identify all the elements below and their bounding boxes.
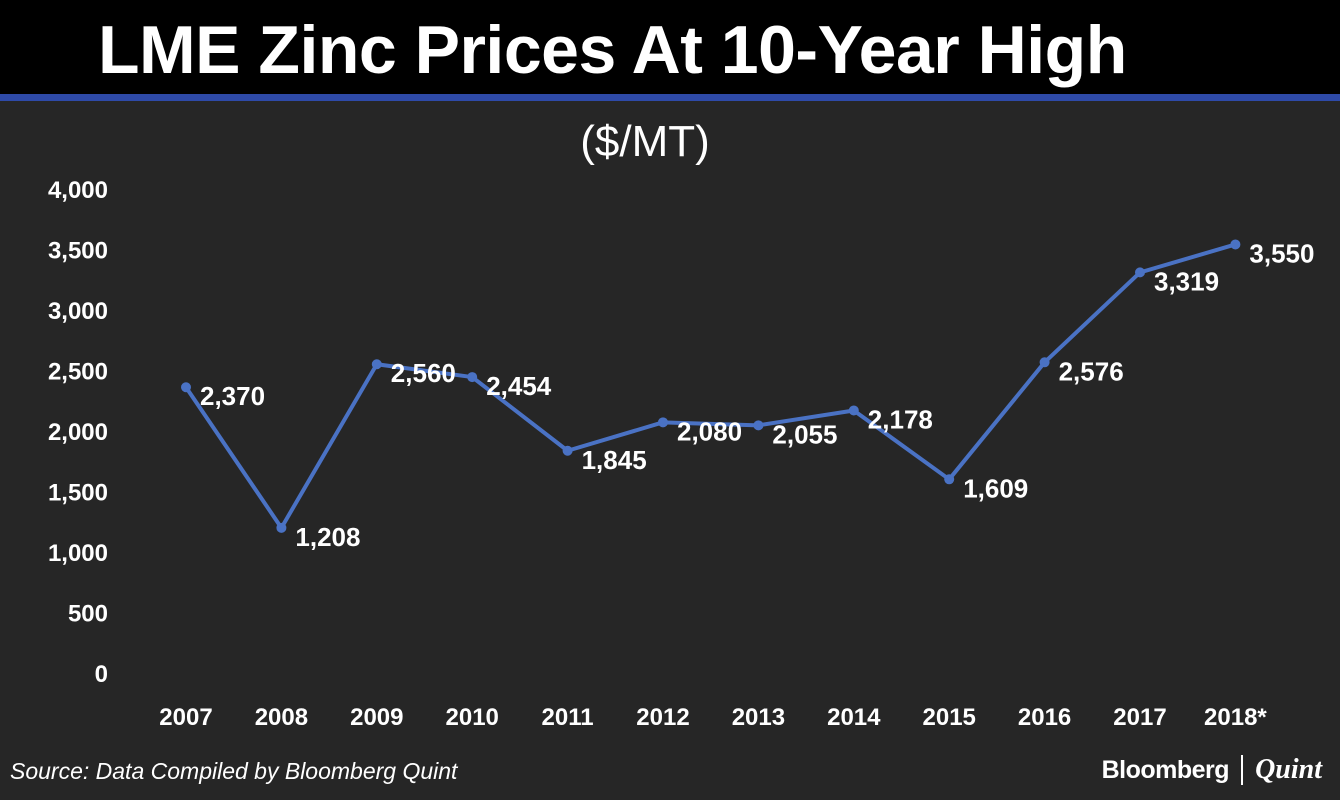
y-tick-label: 2,000 [48, 419, 108, 446]
x-tick-label: 2010 [446, 704, 499, 731]
line-chart: 0 500 1,000 1,500 2,000 2,500 3,000 3,500 4,000 2… [48, 177, 1315, 731]
data-label: 2,560 [391, 358, 456, 388]
y-tick-label: 0 [95, 661, 108, 688]
data-point [1135, 267, 1145, 278]
data-point [1039, 357, 1050, 368]
y-tick-label: 1,500 [48, 480, 108, 507]
data-label: 1,609 [963, 473, 1028, 503]
data-point [753, 420, 764, 431]
data-point [1230, 239, 1241, 250]
y-tick-label: 4,000 [48, 177, 108, 204]
data-label: 1,208 [295, 522, 360, 552]
source-note: Source: Data Compiled by Bloomberg Quint [10, 758, 458, 784]
data-point [467, 372, 478, 383]
data-point [181, 382, 191, 393]
data-point [944, 474, 955, 485]
chart-subtitle: ($/MT) [580, 117, 710, 166]
header-bar [0, 0, 1340, 94]
y-tick-label: 1,000 [48, 540, 108, 567]
data-label: 2,178 [868, 404, 933, 434]
data-point [848, 405, 859, 416]
x-tick-label: 2017 [1113, 704, 1166, 731]
x-tick-label: 2015 [923, 704, 976, 731]
chart-title: LME Zinc Prices At 10-Year High [98, 12, 1127, 88]
brand-quint: Quint [1255, 754, 1322, 785]
x-tick-label: 2012 [636, 704, 689, 731]
data-label: 3,319 [1154, 266, 1219, 296]
y-tick-label: 2,500 [48, 359, 108, 386]
x-tick-label: 2008 [255, 704, 308, 731]
x-tick-label: 2018* [1204, 704, 1267, 731]
data-label: 2,370 [200, 381, 265, 411]
x-tick-label: 2007 [159, 704, 212, 731]
brand-logo: Bloomberg Quint [1102, 754, 1322, 786]
data-label: 2,454 [486, 371, 552, 401]
data-point [658, 417, 668, 428]
header-accent-rule [0, 94, 1340, 101]
brand-bloomberg: Bloomberg [1101, 755, 1230, 784]
data-point [562, 445, 573, 456]
x-tick-label: 2011 [542, 704, 594, 731]
data-point [371, 359, 382, 370]
data-point [276, 522, 287, 533]
x-tick-label: 2013 [732, 704, 785, 731]
y-tick-label: 3,000 [48, 298, 108, 325]
x-tick-label: 2016 [1018, 704, 1071, 731]
data-label: 2,080 [677, 416, 742, 446]
brand-divider [1241, 755, 1244, 785]
data-label: 3,550 [1249, 238, 1314, 268]
data-label: 2,055 [772, 419, 837, 449]
x-tick-label: 2014 [827, 704, 881, 731]
y-tick-label: 3,500 [48, 238, 108, 265]
data-label: 1,845 [582, 445, 647, 475]
series-line [184, 242, 1238, 530]
x-tick-label: 2009 [350, 704, 403, 731]
data-label: 2,576 [1059, 356, 1124, 386]
y-tick-label: 500 [68, 601, 108, 628]
